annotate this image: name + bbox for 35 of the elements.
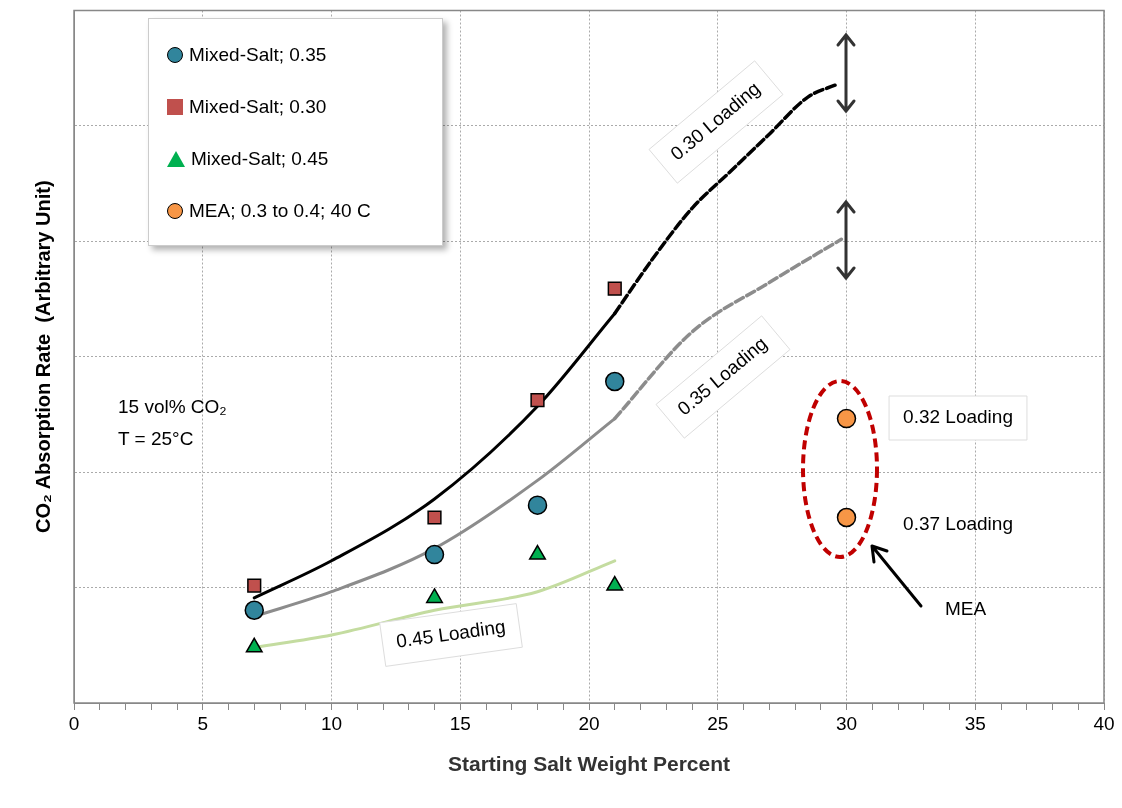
x-tick-label: 10 (320, 712, 343, 734)
x-tick-label: 20 (578, 712, 600, 734)
annotation: 15 vol% CO₂ (118, 396, 227, 418)
x-tick-label: 5 (197, 712, 209, 734)
legend-label: Mixed-Salt; 0.30 (189, 96, 327, 118)
x-tick-label: 0 (68, 712, 80, 734)
point (530, 392, 545, 408)
point (247, 578, 262, 593)
point (836, 408, 857, 429)
x-tick-label: 15 (449, 712, 471, 734)
annotation: 0.37 Loading (903, 513, 1013, 535)
x-tick-label: 35 (964, 712, 986, 734)
point (427, 510, 442, 525)
annotation: 0.45 Loading (395, 615, 507, 652)
annotation: MEA (945, 598, 987, 620)
y-axis-title: CO₂ Absorption Rate (Arbitrary Unit) (31, 180, 54, 534)
point (607, 281, 622, 296)
point (606, 575, 624, 591)
annotation: 0.32 Loading (903, 406, 1013, 428)
point (836, 507, 857, 528)
point (244, 600, 264, 620)
legend-label: Mixed-Salt; 0.45 (191, 148, 329, 170)
point (528, 544, 547, 560)
x-tick-label: 25 (707, 712, 729, 734)
x-axis-title: Starting Salt Weight Percent (448, 752, 730, 776)
point (605, 371, 625, 392)
annotation: T = 25°C (118, 428, 194, 450)
point (424, 544, 445, 565)
point (245, 637, 263, 653)
x-tick-label: 40 (1093, 712, 1115, 734)
x-tick-label: 30 (835, 712, 858, 734)
legend-label: Mixed-Salt; 0.35 (189, 44, 327, 66)
point (425, 588, 444, 604)
point (527, 495, 548, 515)
legend-label: MEA; 0.3 to 0.4; 40 C (189, 200, 371, 222)
